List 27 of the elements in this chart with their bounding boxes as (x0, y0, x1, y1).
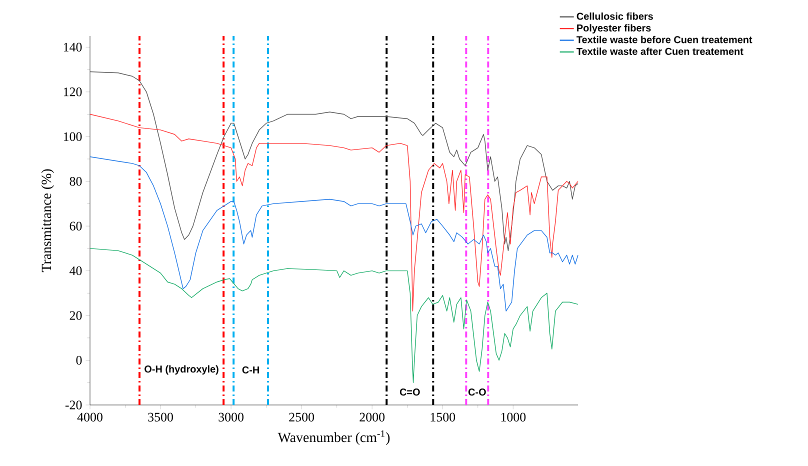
ref-line-label: C-O (468, 388, 486, 396)
x-tick-label: 1000 (501, 412, 526, 422)
y-tick-label: -20 (65, 400, 82, 410)
ref-line-label: O-H (hydroxyle) (144, 365, 218, 375)
x-tick-label: 3000 (218, 412, 244, 422)
legend-label: Textile waste before Cuen treatement (576, 36, 752, 44)
legend-label: Polyester fibers (577, 24, 651, 34)
x-axis-title: Wavenumber (cm$^{-1}$) (278, 430, 390, 445)
ref-line-label: C=O (400, 388, 420, 396)
y-tick-label: 0 (76, 356, 82, 365)
x-tick-label: 2000 (360, 412, 385, 422)
x-tick-label: 4000 (77, 412, 102, 422)
x-tick-label: 2500 (289, 412, 314, 422)
y-tick-label: 40 (70, 266, 82, 276)
ref-line-label: C-H (242, 366, 259, 374)
y-tick-label: 20 (70, 311, 82, 320)
line-series (90, 114, 578, 312)
x-tick-label: 3500 (148, 412, 173, 422)
y-tick-label: 100 (64, 132, 82, 141)
y-tick-label: 60 (70, 222, 82, 230)
x-tick-label: 1500 (430, 412, 456, 422)
y-tick-label: 80 (70, 176, 82, 186)
y-axis-title: Transmittance (%) (41, 169, 54, 272)
legend-label: Cellulosic fibers (576, 12, 653, 20)
y-tick-label: 140 (64, 42, 82, 52)
y-tick-label: 120 (64, 88, 82, 96)
legend-label: Textile waste after Cuen treatement (576, 48, 744, 55)
